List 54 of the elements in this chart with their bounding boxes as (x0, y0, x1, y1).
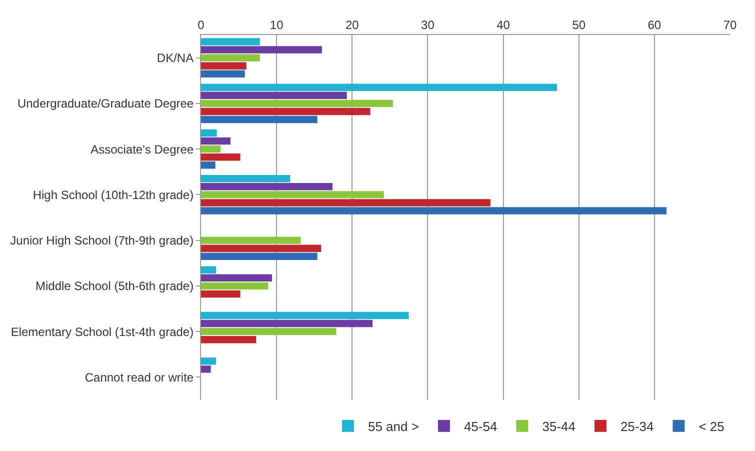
x-tick-label: 40 (496, 18, 510, 32)
bar (201, 320, 373, 328)
bar (201, 100, 393, 108)
x-tick-label: 30 (421, 18, 435, 32)
y-tick-label: Associate's Degree (90, 142, 194, 156)
bar (201, 62, 246, 70)
bar (201, 162, 216, 169)
bar (201, 236, 301, 244)
x-tick-label: 0 (198, 18, 205, 32)
bar (201, 328, 336, 336)
legend-label: < 25 (698, 418, 724, 434)
bar (201, 266, 216, 274)
bar (201, 116, 318, 124)
bar (201, 191, 384, 198)
bar (201, 274, 272, 282)
bar (201, 358, 216, 365)
bar (201, 54, 260, 62)
x-tick-label: 20 (345, 18, 360, 32)
bar (201, 108, 370, 116)
bar (201, 207, 667, 214)
legend-label: 55 and > (368, 418, 419, 434)
bar (201, 46, 322, 54)
y-tick-label: Middle School (5th-6th grade) (36, 279, 194, 294)
bar (201, 244, 322, 252)
bar (201, 183, 332, 190)
bar (201, 290, 240, 298)
bar (201, 282, 268, 290)
y-tick-label: DK/NA (156, 51, 194, 66)
x-tick-label: 10 (270, 18, 284, 32)
bar (201, 70, 245, 78)
bar (201, 336, 256, 344)
y-tick-label: Junior High School (7th-9th grade) (10, 234, 194, 248)
y-tick-label: High School (10th-12th grade) (32, 188, 194, 202)
legend-label: 35-44 (542, 418, 576, 434)
y-tick-label: Undergraduate/Graduate Degree (17, 96, 194, 111)
x-tick-label: 60 (648, 18, 662, 32)
bar (201, 199, 490, 206)
bar (201, 129, 217, 137)
bar (201, 175, 290, 182)
bar (201, 145, 221, 153)
bar (201, 84, 557, 91)
bar (201, 153, 240, 161)
bar (201, 312, 409, 320)
bar (201, 366, 211, 373)
legend-label: 25-34 (620, 418, 654, 434)
bar (201, 252, 318, 260)
legend-label: 45-54 (464, 418, 498, 434)
bar (201, 137, 230, 145)
y-tick-label: Cannot read or write (84, 370, 194, 384)
x-tick-label: 70 (723, 18, 737, 32)
x-tick-label: 50 (572, 18, 586, 32)
bar (201, 38, 260, 46)
bar (201, 92, 347, 100)
y-tick-label: Elementary School (1st-4th grade) (10, 324, 194, 339)
